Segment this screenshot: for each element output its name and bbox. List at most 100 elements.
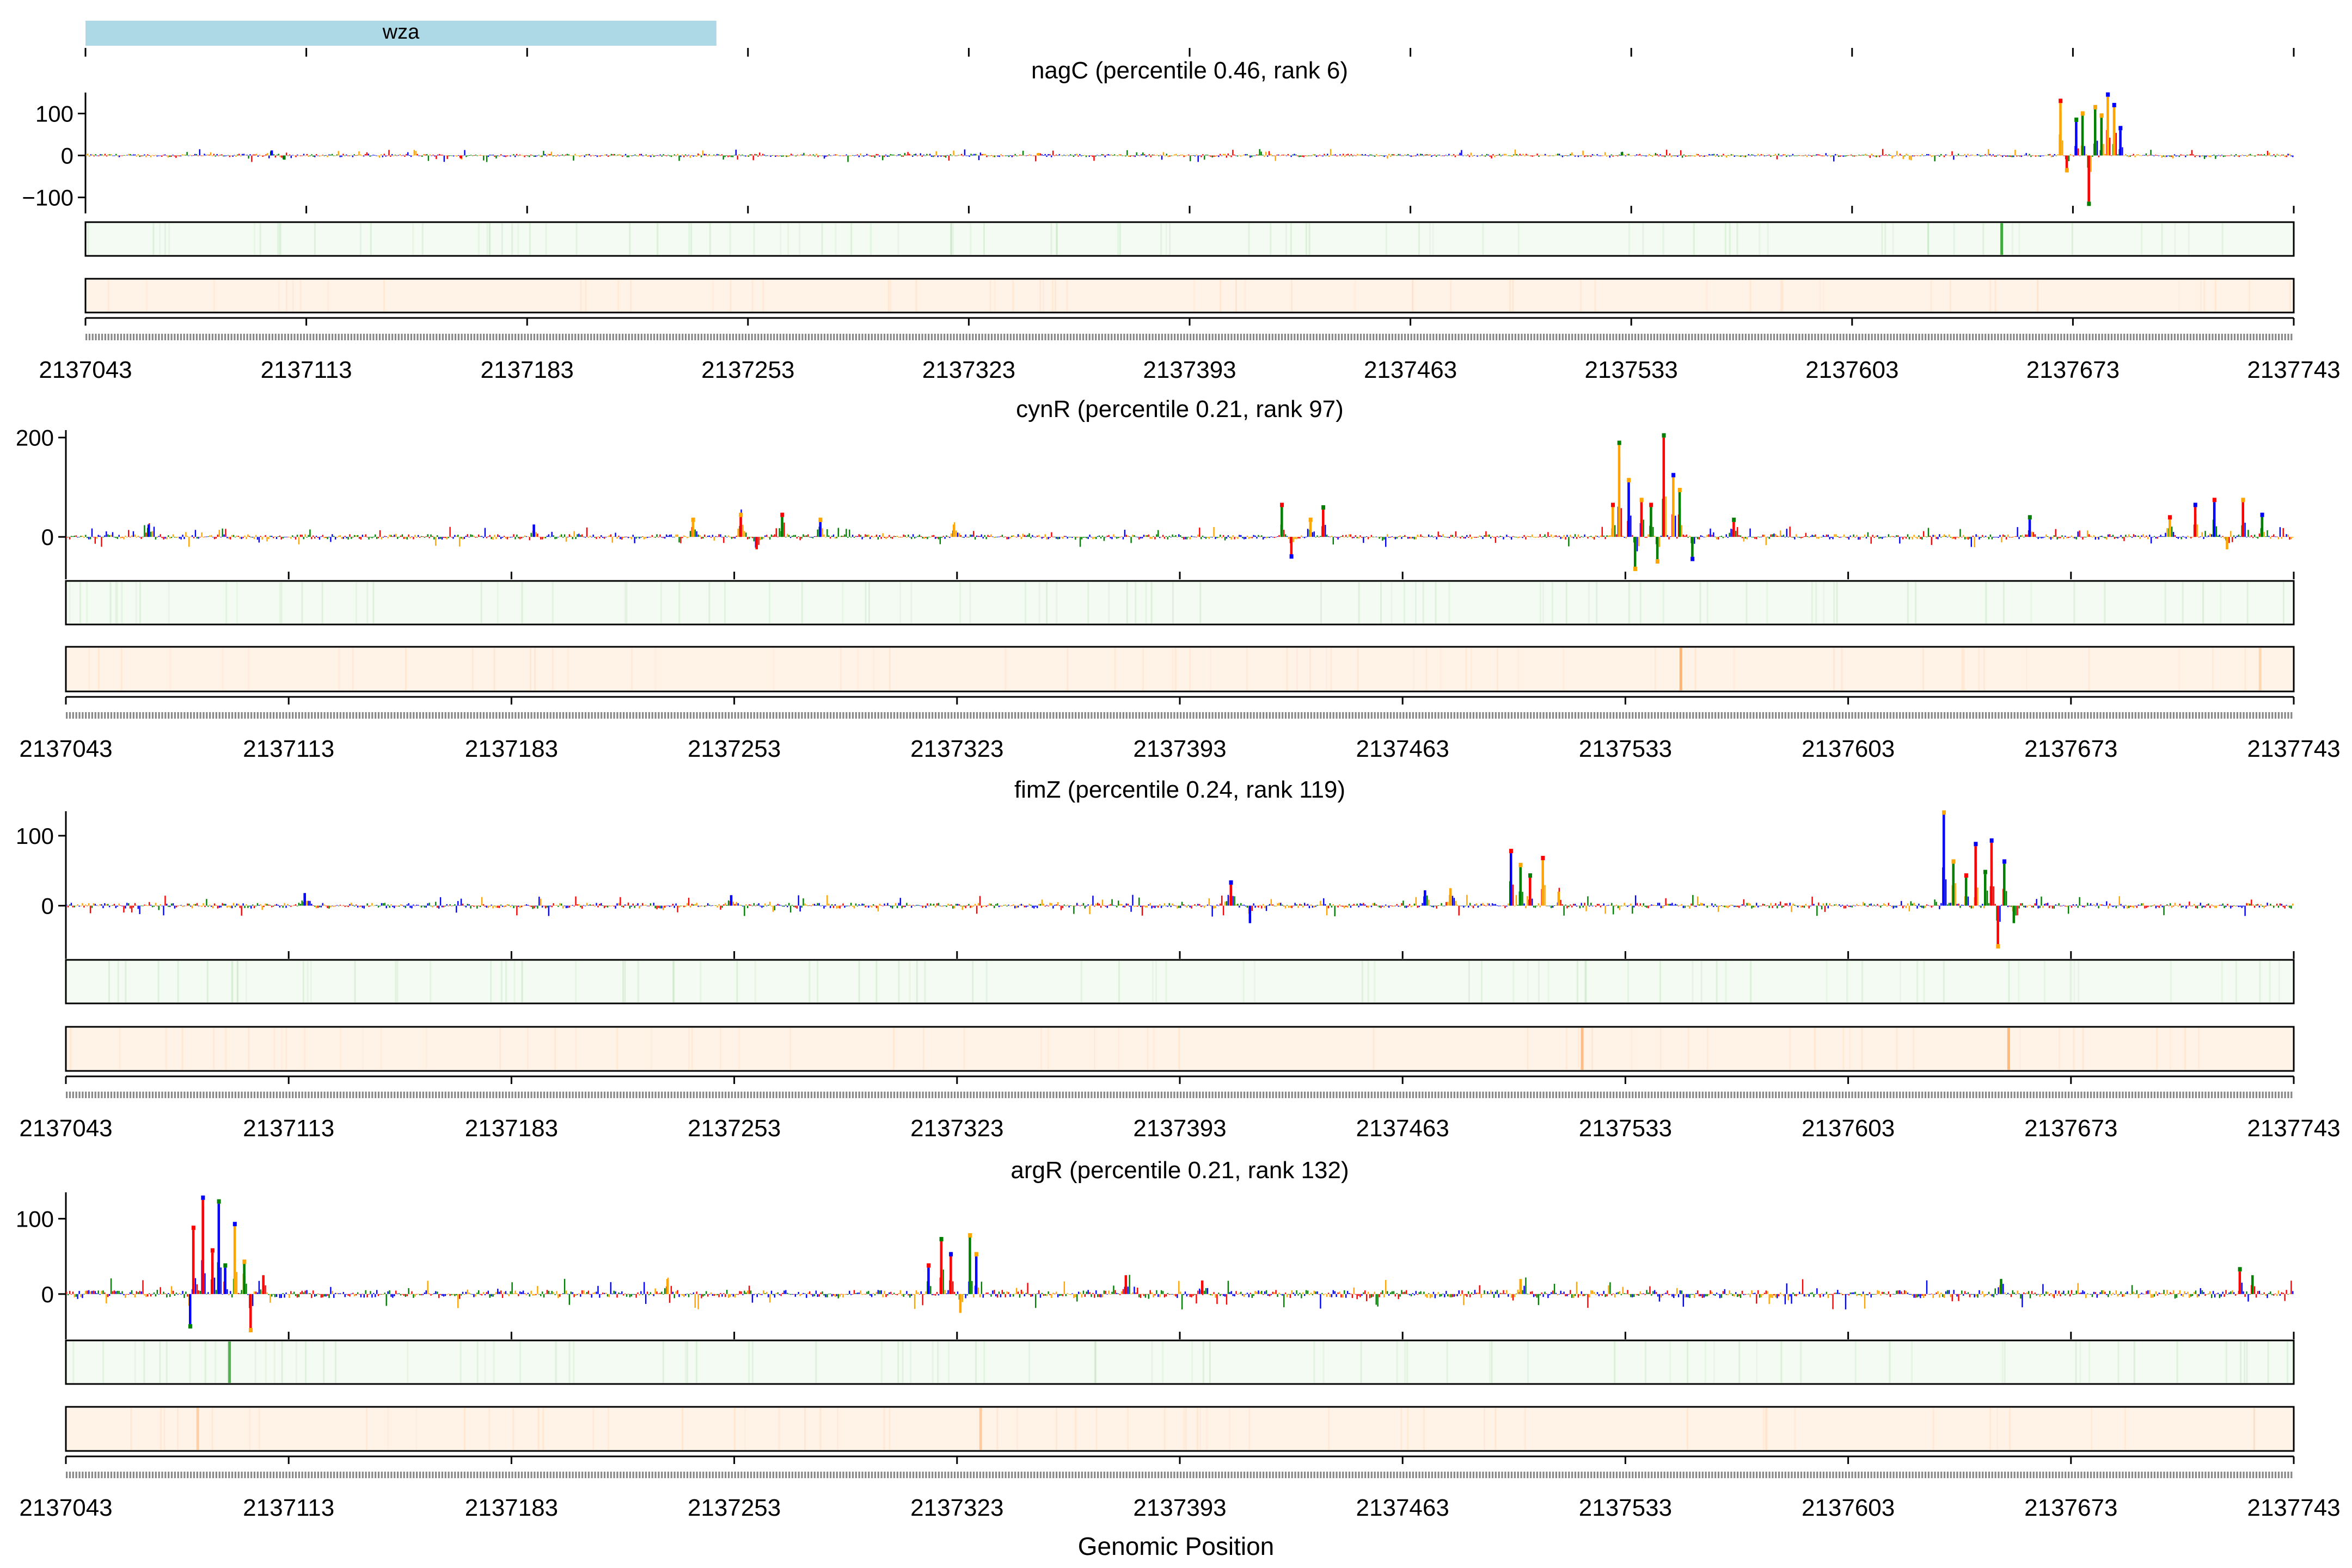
attribution-bar bbox=[958, 533, 960, 537]
attribution-bar bbox=[2254, 155, 2256, 157]
sequence-base bbox=[1290, 334, 1293, 340]
sequence-base bbox=[304, 712, 307, 719]
sequence-base bbox=[114, 334, 116, 340]
attribution-bar bbox=[2230, 531, 2232, 537]
sequence-base bbox=[228, 712, 230, 719]
mid-track-stripe bbox=[768, 582, 770, 623]
attribution-bar bbox=[363, 905, 365, 909]
attribution-bar bbox=[328, 154, 330, 156]
attribution-bar bbox=[1701, 536, 1704, 537]
attribution-bar bbox=[721, 154, 722, 156]
attribution-bar bbox=[702, 150, 704, 156]
mid-track-stripe bbox=[139, 582, 141, 623]
sequence-base bbox=[508, 712, 510, 719]
sequence-base bbox=[772, 712, 774, 719]
attribution-bar bbox=[858, 155, 860, 157]
sequence-base bbox=[1776, 334, 1778, 340]
attribution-bar bbox=[364, 154, 366, 156]
attribution-bar bbox=[410, 155, 412, 157]
sequence-base bbox=[2195, 712, 2197, 719]
attribution-bar bbox=[1245, 154, 1246, 156]
sequence-base bbox=[575, 712, 577, 719]
sequence-base bbox=[1634, 334, 1637, 340]
attribution-bar bbox=[2131, 537, 2133, 538]
attribution-bar bbox=[2006, 155, 2008, 157]
sequence-base bbox=[2022, 334, 2024, 340]
attribution-bar bbox=[1393, 154, 1395, 156]
attribution-bar bbox=[1876, 155, 1877, 157]
mid-track-stripe bbox=[314, 223, 316, 255]
sequence-base bbox=[1422, 712, 1424, 719]
attribution-bar bbox=[1536, 154, 1538, 156]
sequence-base bbox=[2120, 334, 2122, 340]
low-track-stripe bbox=[712, 280, 714, 311]
attribution-bar bbox=[347, 905, 349, 908]
sequence-base bbox=[871, 334, 873, 340]
attribution-bar bbox=[554, 537, 556, 540]
sequence-base bbox=[1218, 334, 1220, 340]
attribution-bar bbox=[2128, 534, 2130, 537]
attribution-bar bbox=[2203, 155, 2206, 160]
mid-track-stripe bbox=[356, 582, 358, 623]
attribution-bar bbox=[634, 537, 635, 543]
attribution-bar bbox=[565, 154, 567, 156]
attribution-bar bbox=[1220, 154, 1221, 156]
peak-bar bbox=[819, 522, 822, 537]
attribution-bar bbox=[720, 534, 721, 537]
sequence-base bbox=[1606, 712, 1608, 719]
sequence-base bbox=[403, 712, 405, 719]
sequence-base bbox=[328, 334, 330, 340]
attribution-bar bbox=[249, 905, 250, 906]
attribution-bar bbox=[179, 905, 180, 906]
sequence-base bbox=[473, 334, 475, 340]
attribution-bar bbox=[976, 535, 978, 537]
sequence-base bbox=[638, 334, 640, 340]
attribution-bar bbox=[161, 905, 163, 906]
attribution-bar bbox=[327, 537, 328, 540]
attribution-bar bbox=[453, 155, 455, 157]
attribution-bar bbox=[462, 903, 464, 906]
attribution-bar bbox=[501, 905, 504, 907]
attribution-bar bbox=[541, 537, 543, 540]
peak-glyph bbox=[2059, 99, 2063, 103]
attribution-bar bbox=[1167, 155, 1169, 157]
attribution-bar bbox=[134, 534, 136, 537]
sequence-base bbox=[603, 334, 605, 340]
attribution-bar bbox=[1265, 151, 1267, 156]
attribution-bar bbox=[1681, 525, 1683, 537]
attribution-bar bbox=[1073, 155, 1075, 157]
attribution-bar bbox=[789, 537, 792, 538]
attribution-bar bbox=[1001, 535, 1003, 537]
sequence-base bbox=[842, 712, 844, 719]
sequence-base bbox=[2239, 712, 2241, 719]
peak-glyph bbox=[2065, 168, 2069, 173]
attribution-bar bbox=[120, 537, 121, 538]
attribution-bar bbox=[246, 904, 247, 906]
attribution-bar bbox=[2251, 155, 2253, 156]
sequence-base bbox=[909, 334, 911, 340]
attribution-bar bbox=[716, 154, 718, 156]
sequence-base bbox=[1848, 712, 1850, 719]
sequence-base bbox=[1385, 334, 1387, 340]
attribution-bar bbox=[1067, 155, 1068, 156]
sequence-base bbox=[295, 712, 297, 719]
sequence-base bbox=[1851, 712, 1853, 719]
attribution-bar bbox=[713, 154, 715, 156]
sequence-base bbox=[1744, 334, 1747, 340]
sequence-base bbox=[1577, 334, 1579, 340]
sequence-base bbox=[593, 334, 596, 340]
attribution-bar bbox=[1436, 537, 1437, 540]
sequence-base bbox=[1103, 712, 1105, 719]
attribution-bar bbox=[1388, 537, 1390, 538]
sequence-base bbox=[187, 712, 189, 719]
attribution-bar bbox=[456, 536, 457, 537]
attribution-bar bbox=[1200, 537, 1202, 540]
sequence-base bbox=[306, 334, 308, 340]
sequence-base bbox=[1189, 712, 1191, 719]
attribution-bar bbox=[1330, 149, 1332, 156]
attribution-bar bbox=[267, 153, 268, 156]
attribution-bar bbox=[1342, 535, 1344, 537]
sequence-base bbox=[492, 712, 494, 719]
attribution-bar bbox=[926, 154, 928, 156]
attribution-bar bbox=[1638, 537, 1640, 547]
